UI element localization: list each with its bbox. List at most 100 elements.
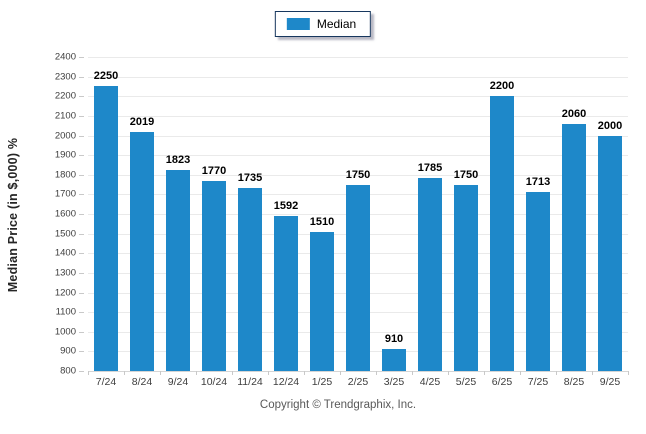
bar-7/25 xyxy=(526,191,550,371)
x-tick-mark-14 xyxy=(592,371,593,375)
bar-value-label-9/25: 2000 xyxy=(597,119,623,132)
x-tick-mark-11 xyxy=(484,371,485,375)
bar-11/24 xyxy=(238,187,262,371)
y-tick-label-2300: 2300 xyxy=(54,70,76,82)
x-tick-label-5/25: 5/25 xyxy=(455,376,477,388)
y-tick-label-1300: 1300 xyxy=(54,267,76,279)
y-tick-mark-1900 xyxy=(79,155,84,157)
bar-value-label-5/25: 1750 xyxy=(453,168,479,181)
bar-slot-4/25: 1785 xyxy=(412,57,448,371)
bar-value-label-11/24: 1735 xyxy=(237,171,263,184)
copyright-footer: Copyright © Trendgraphix, Inc. xyxy=(259,399,417,411)
bar-slot-11/24: 1735 xyxy=(232,57,268,371)
bar-value-label-3/25: 910 xyxy=(384,333,404,346)
x-tick-label-7/24: 7/24 xyxy=(95,376,117,388)
y-tick-mark-2300 xyxy=(79,76,84,78)
y-tick-mark-800 xyxy=(79,371,84,372)
x-tick-label-2/25: 2/25 xyxy=(347,376,369,388)
x-tick-mark-12 xyxy=(520,371,521,375)
bar-1/25 xyxy=(310,231,334,371)
y-tick-mark-1100 xyxy=(79,312,84,314)
bar-slot-9/25: 2000 xyxy=(592,57,628,371)
y-tick-mark-900 xyxy=(79,351,84,353)
bar-value-label-7/24: 2250 xyxy=(93,70,119,83)
gridline-2000 xyxy=(88,135,628,137)
x-tick-mark-6 xyxy=(304,371,305,375)
y-tick-mark-2400 xyxy=(79,57,84,58)
y-tick-label-2400: 2400 xyxy=(54,51,76,63)
y-tick-mark-2000 xyxy=(79,135,84,137)
gridline-1800 xyxy=(88,174,628,176)
bar-slot-5/25: 1750 xyxy=(448,57,484,371)
bar-slot-12/24: 1592 xyxy=(268,57,304,371)
bar-value-label-1/25: 1510 xyxy=(309,215,335,228)
bar-value-label-8/25: 2060 xyxy=(561,107,587,120)
bar-slot-3/25: 910 xyxy=(376,57,412,371)
x-tick-label-8/24: 8/24 xyxy=(131,376,153,388)
y-tick-label-1200: 1200 xyxy=(54,286,76,298)
y-tick-mark-2100 xyxy=(79,115,84,117)
y-axis: 800 900 1000 1100 1200 1300 1400 1500 1600 1700 18… xyxy=(0,52,84,375)
plot-area: 2250 2019 1823 1770 1735 1592 1510 1750 910 1785 1… xyxy=(88,57,629,375)
legend: Median xyxy=(274,11,372,37)
x-tick-mark-2 xyxy=(160,371,161,375)
x-tick-label-6/25: 6/25 xyxy=(491,376,513,388)
bar-3/25 xyxy=(382,349,406,371)
gridline-2300 xyxy=(88,76,628,78)
y-tick-label-800: 800 xyxy=(60,365,76,377)
y-tick-label-1900: 1900 xyxy=(54,149,76,161)
bar-value-label-9/24: 1823 xyxy=(165,154,191,167)
x-tick-mark-1 xyxy=(124,371,125,375)
y-tick-mark-1000 xyxy=(79,331,84,333)
y-tick-label-1600: 1600 xyxy=(54,208,76,220)
x-tick-mark-0 xyxy=(88,371,89,375)
y-tick-mark-1400 xyxy=(79,253,84,255)
y-tick-label-1500: 1500 xyxy=(54,227,76,239)
y-tick-mark-1800 xyxy=(79,174,84,176)
y-tick-mark-1300 xyxy=(79,272,84,274)
bar-value-label-2/25: 1750 xyxy=(345,168,371,181)
bar-6/25 xyxy=(490,96,514,371)
bar-value-label-8/24: 2019 xyxy=(129,115,155,128)
y-tick-label-2100: 2100 xyxy=(54,110,76,122)
bar-slot-2/25: 1750 xyxy=(340,57,376,371)
y-tick-label-1700: 1700 xyxy=(54,188,76,200)
y-tick-label-1100: 1100 xyxy=(55,306,76,318)
bar-5/25 xyxy=(454,184,478,371)
x-tick-label-1/25: 1/25 xyxy=(311,376,333,388)
legend-swatch-median xyxy=(286,18,310,30)
y-tick-mark-1200 xyxy=(79,292,84,294)
bar-12/24 xyxy=(274,215,298,371)
y-tick-label-2000: 2000 xyxy=(54,129,76,141)
gridline-2100 xyxy=(88,115,628,117)
x-tick-label-10/24: 10/24 xyxy=(200,376,228,388)
bars-layer: 2250 2019 1823 1770 1735 1592 1510 1750 910 1785 1… xyxy=(88,57,628,371)
bar-value-label-6/25: 2200 xyxy=(489,80,515,93)
x-tick-label-11/24: 11/24 xyxy=(237,376,263,388)
y-tick-label-1000: 1000 xyxy=(54,326,76,337)
bar-value-label-4/25: 1785 xyxy=(417,161,443,174)
y-tick-label-1400: 1400 xyxy=(54,247,76,259)
bar-slot-6/25: 2200 xyxy=(484,57,520,371)
bar-slot-10/24: 1770 xyxy=(196,57,232,371)
x-tick-mark-13 xyxy=(556,371,557,375)
gridline-2400 xyxy=(88,57,628,58)
x-tick-label-7/25: 7/25 xyxy=(527,376,549,388)
y-tick-mark-1500 xyxy=(79,233,84,235)
y-tick-label-900: 900 xyxy=(60,345,76,357)
y-tick-mark-2200 xyxy=(79,96,84,98)
bar-slot-1/25: 1510 xyxy=(304,57,340,371)
x-tick-label-9/24: 9/24 xyxy=(167,376,189,388)
x-tick-mark-15 xyxy=(628,371,629,375)
gridline-2200 xyxy=(88,96,628,98)
bar-slot-8/25: 2060 xyxy=(556,57,592,371)
gridline-800 xyxy=(88,371,628,372)
x-tick-label-12/24: 12/24 xyxy=(272,376,300,388)
x-tick-mark-9 xyxy=(412,371,413,375)
bar-value-label-7/25: 1713 xyxy=(525,175,551,188)
bar-9/25 xyxy=(598,135,622,371)
bar-10/24 xyxy=(202,180,226,371)
x-tick-label-3/25: 3/25 xyxy=(383,376,405,388)
bar-7/24 xyxy=(94,86,118,371)
x-tick-mark-5 xyxy=(268,371,269,375)
